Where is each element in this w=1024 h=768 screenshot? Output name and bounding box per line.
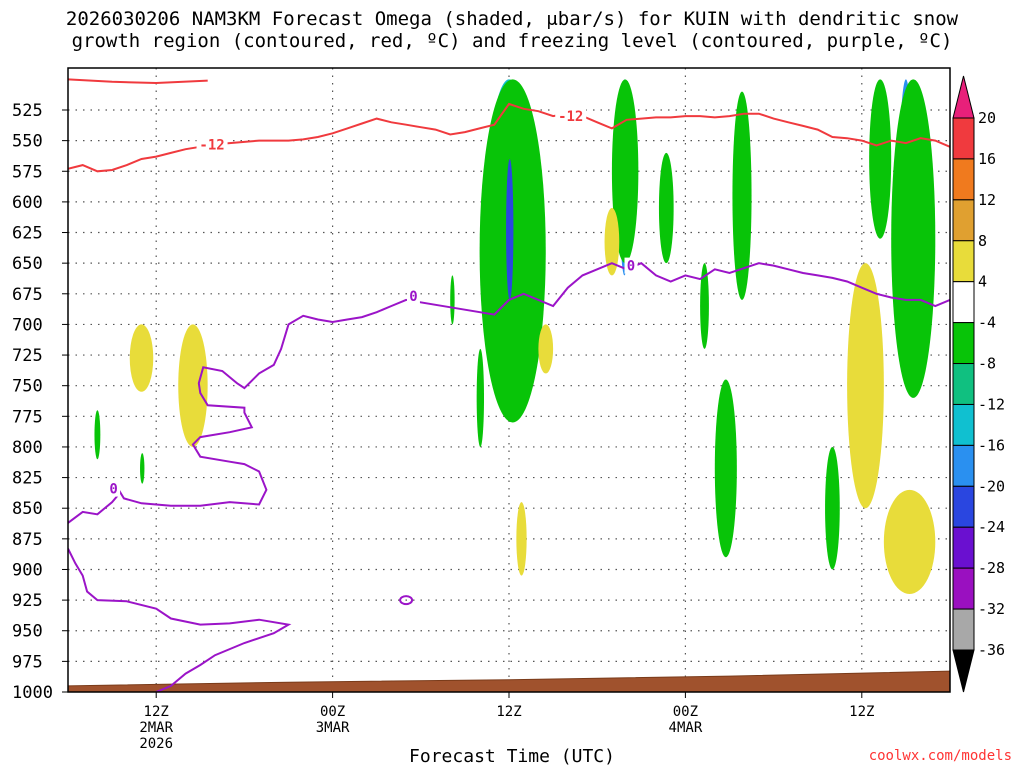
colorbar-label-2: 12 xyxy=(978,191,996,209)
colorbar-swatch-6 xyxy=(952,363,975,405)
omega-region-11 xyxy=(825,446,840,570)
colorbar-label-11: -28 xyxy=(978,559,1005,577)
contour-label-freezing-1-bg xyxy=(406,288,420,305)
y-tick-label-800: 800 xyxy=(12,438,43,458)
colorbar-label-1: 16 xyxy=(978,150,996,168)
omega-region-15 xyxy=(94,410,101,460)
colorbar-swatch-3 xyxy=(952,240,975,283)
x-tick-label-0-0: 12Z xyxy=(144,704,169,720)
y-tick-label-625: 625 xyxy=(12,224,43,244)
y-tick-label-725: 725 xyxy=(12,346,43,366)
contour-label-freezing-3: 0 xyxy=(109,482,117,498)
y-tick-label-525: 525 xyxy=(12,101,43,121)
chart-title-line-1: 2026030206 NAM3KM Forecast Omega (shaded… xyxy=(65,8,959,30)
x-tick-label-0-2: 2026 xyxy=(139,736,173,752)
colorbar-swatch-11 xyxy=(952,567,975,610)
omega-region-18 xyxy=(178,324,208,447)
colorbar-label-4: 4 xyxy=(978,273,987,291)
x-tick-label-1-0: 00Z xyxy=(320,704,345,720)
freezing-level-line-lower xyxy=(68,548,292,692)
y-tick-label-900: 900 xyxy=(12,560,43,580)
colorbar-label-0: 20 xyxy=(978,109,996,127)
dgz-isotherm-line-top xyxy=(68,78,208,85)
colorbar-label-8: -16 xyxy=(978,436,1005,454)
contour-label-freezing-3-bg xyxy=(107,480,121,497)
contour-label-dgz-1-bg xyxy=(196,136,228,153)
y-tick-label-750: 750 xyxy=(12,377,43,397)
omega-region-2 xyxy=(506,159,514,300)
omega-region-16 xyxy=(140,453,145,484)
x-tick-label-2-0: 12Z xyxy=(496,704,521,720)
x-tick-label-3-0: 00Z xyxy=(673,704,698,720)
omega-region-17 xyxy=(129,324,154,392)
y-tick-label-1000: 1000 xyxy=(12,683,53,703)
colorbar-swatch-0 xyxy=(952,117,975,160)
y-tick-label-700: 700 xyxy=(12,315,43,335)
omega-region-14 xyxy=(700,263,709,349)
colorbar-label-10: -24 xyxy=(978,518,1005,536)
y-tick-label-975: 975 xyxy=(12,652,43,672)
colorbar-swatch-5 xyxy=(952,322,975,365)
freezing-level-closed-contour xyxy=(399,595,414,606)
contour-label-freezing-2-bg xyxy=(624,257,638,274)
terrain-fill xyxy=(68,670,950,692)
x-tick-label-0-1: 2MAR xyxy=(139,720,173,736)
freezing-level-line xyxy=(68,262,950,524)
y-tick-label-850: 850 xyxy=(12,499,43,519)
omega-region-5 xyxy=(658,152,674,264)
colorbar-swatch-2 xyxy=(952,199,975,242)
colorbar-swatch-7 xyxy=(952,403,975,446)
contour-label-dgz-2-bg xyxy=(555,108,587,125)
chart-title-line-2: growth region (contoured, red, ºC) and f… xyxy=(71,30,953,52)
colorbar-swatch-4 xyxy=(952,281,975,324)
x-tick-label-1-1: 3MAR xyxy=(316,720,350,736)
x-tick-label-4-0: 12Z xyxy=(849,704,874,720)
colorbar-swatch-1 xyxy=(952,158,975,201)
y-tick-label-925: 925 xyxy=(12,591,43,611)
omega-region-6 xyxy=(732,91,752,300)
y-tick-label-825: 825 xyxy=(12,469,43,489)
colorbar-top-arrow xyxy=(952,75,975,119)
omega-region-7 xyxy=(869,79,892,239)
colorbar-label-5: -4 xyxy=(978,314,996,332)
y-tick-label-600: 600 xyxy=(12,193,43,213)
omega-region-20 xyxy=(516,502,527,576)
colorbar-label-13: -36 xyxy=(978,641,1005,659)
omega-region-13 xyxy=(450,275,455,325)
contour-label-freezing-1: 0 xyxy=(409,289,417,305)
omega-region-23 xyxy=(883,489,936,594)
colorbar-label-9: -20 xyxy=(978,477,1005,495)
colorbar-label-6: -8 xyxy=(978,355,996,373)
colorbar-swatch-8 xyxy=(952,444,975,487)
colorbar-swatch-9 xyxy=(952,485,975,528)
x-axis-title: Forecast Time (UTC) xyxy=(409,746,615,767)
colorbar-swatch-12 xyxy=(952,608,975,651)
y-tick-label-575: 575 xyxy=(12,162,43,182)
omega-region-21 xyxy=(604,208,620,276)
colorbar-swatch-10 xyxy=(952,526,975,569)
contour-label-dgz-1: -12 xyxy=(199,137,224,153)
credit-link[interactable]: coolwx.com/models xyxy=(868,748,1012,764)
y-tick-label-675: 675 xyxy=(12,285,43,305)
y-tick-label-875: 875 xyxy=(12,530,43,550)
y-tick-label-550: 550 xyxy=(12,132,43,152)
contour-label-freezing-2: 0 xyxy=(627,259,635,275)
omega-region-9 xyxy=(891,79,936,398)
plot-frame xyxy=(67,67,951,693)
omega-region-19 xyxy=(538,324,554,374)
colorbar-label-3: 8 xyxy=(978,232,987,250)
y-tick-label-650: 650 xyxy=(12,254,43,274)
y-tick-label-775: 775 xyxy=(12,407,43,427)
x-tick-label-3-1: 4MAR xyxy=(669,720,703,736)
omega-region-10 xyxy=(714,379,737,558)
colorbar-label-12: -32 xyxy=(978,600,1005,618)
omega-region-12 xyxy=(476,348,485,447)
colorbar-bottom-arrow xyxy=(952,649,975,693)
y-tick-label-950: 950 xyxy=(12,622,43,642)
omega-region-22 xyxy=(847,263,884,509)
colorbar-label-7: -12 xyxy=(978,395,1005,413)
contour-label-dgz-2: -12 xyxy=(558,109,583,125)
